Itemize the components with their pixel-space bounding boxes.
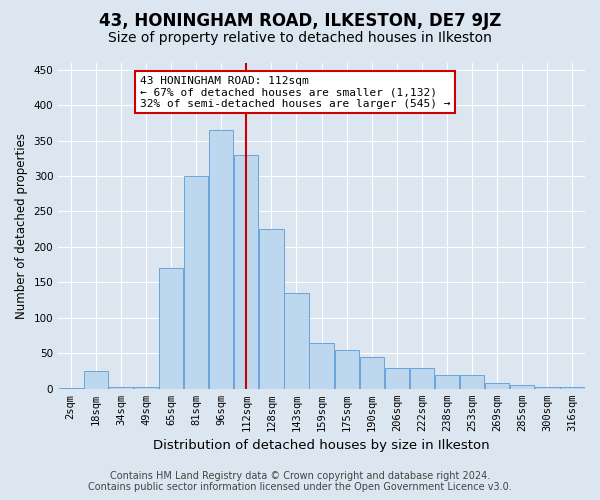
Bar xyxy=(510,386,535,389)
Bar xyxy=(109,388,133,389)
Bar xyxy=(284,293,308,389)
Bar xyxy=(460,374,484,389)
Text: 43, HONINGHAM ROAD, ILKESTON, DE7 9JZ: 43, HONINGHAM ROAD, ILKESTON, DE7 9JZ xyxy=(99,12,501,30)
Bar xyxy=(59,388,83,389)
Bar xyxy=(359,357,384,389)
Bar xyxy=(209,130,233,389)
Bar xyxy=(310,342,334,389)
Bar xyxy=(134,388,158,389)
Text: Contains HM Land Registry data © Crown copyright and database right 2024.
Contai: Contains HM Land Registry data © Crown c… xyxy=(88,471,512,492)
Y-axis label: Number of detached properties: Number of detached properties xyxy=(15,132,28,318)
Bar xyxy=(234,154,259,389)
Bar xyxy=(410,368,434,389)
Bar xyxy=(385,368,409,389)
X-axis label: Distribution of detached houses by size in Ilkeston: Distribution of detached houses by size … xyxy=(153,440,490,452)
Bar xyxy=(560,388,584,389)
Bar xyxy=(535,386,560,389)
Text: 43 HONINGHAM ROAD: 112sqm
← 67% of detached houses are smaller (1,132)
32% of se: 43 HONINGHAM ROAD: 112sqm ← 67% of detac… xyxy=(140,76,451,109)
Text: Size of property relative to detached houses in Ilkeston: Size of property relative to detached ho… xyxy=(108,31,492,45)
Bar xyxy=(435,374,459,389)
Bar xyxy=(159,268,183,389)
Bar xyxy=(184,176,208,389)
Bar xyxy=(83,371,108,389)
Bar xyxy=(335,350,359,389)
Bar xyxy=(485,383,509,389)
Bar xyxy=(259,229,284,389)
